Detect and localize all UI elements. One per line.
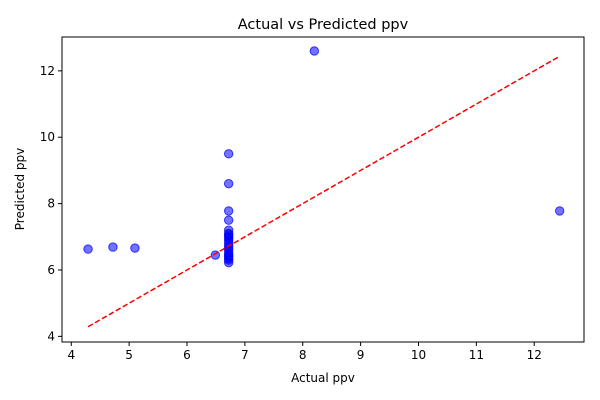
reference-line [87,55,561,328]
x-tick-label: 11 [469,348,484,362]
x-tick-label: 6 [183,348,191,362]
x-tick-label: 10 [411,348,426,362]
data-point [554,206,565,216]
x-axis: 4 5 6 7 8 9 10 11 12 [67,342,542,362]
chart-title: Actual vs Predicted ppv [238,17,409,33]
x-axis-label: Actual ppv [291,371,355,385]
plot-frame [61,36,585,343]
y-tick-label: 8 [47,197,55,211]
data-point [223,215,234,225]
data-point [223,178,234,189]
y-axis-label: Predicted ppv [13,148,27,230]
x-tick-label: 8 [299,348,307,362]
data-point [223,149,234,159]
y-tick-label: 4 [47,329,55,343]
data-point [130,243,140,253]
plot-area [83,46,565,328]
x-tick-label: 9 [357,348,365,362]
y-tick-label: 6 [47,263,55,277]
data-point [210,250,221,260]
y-axis: 4 6 8 10 12 [40,64,62,343]
x-tick-label: 4 [67,348,75,362]
data-point [83,244,93,254]
x-tick-label: 7 [241,348,249,362]
x-tick-label: 5 [125,348,133,362]
y-tick-label: 10 [40,130,55,144]
data-point [223,206,234,216]
data-point [108,242,118,252]
data-point [309,46,320,56]
x-tick-label: 12 [527,348,542,362]
y-tick-label: 12 [40,64,55,78]
data-point [223,257,234,268]
